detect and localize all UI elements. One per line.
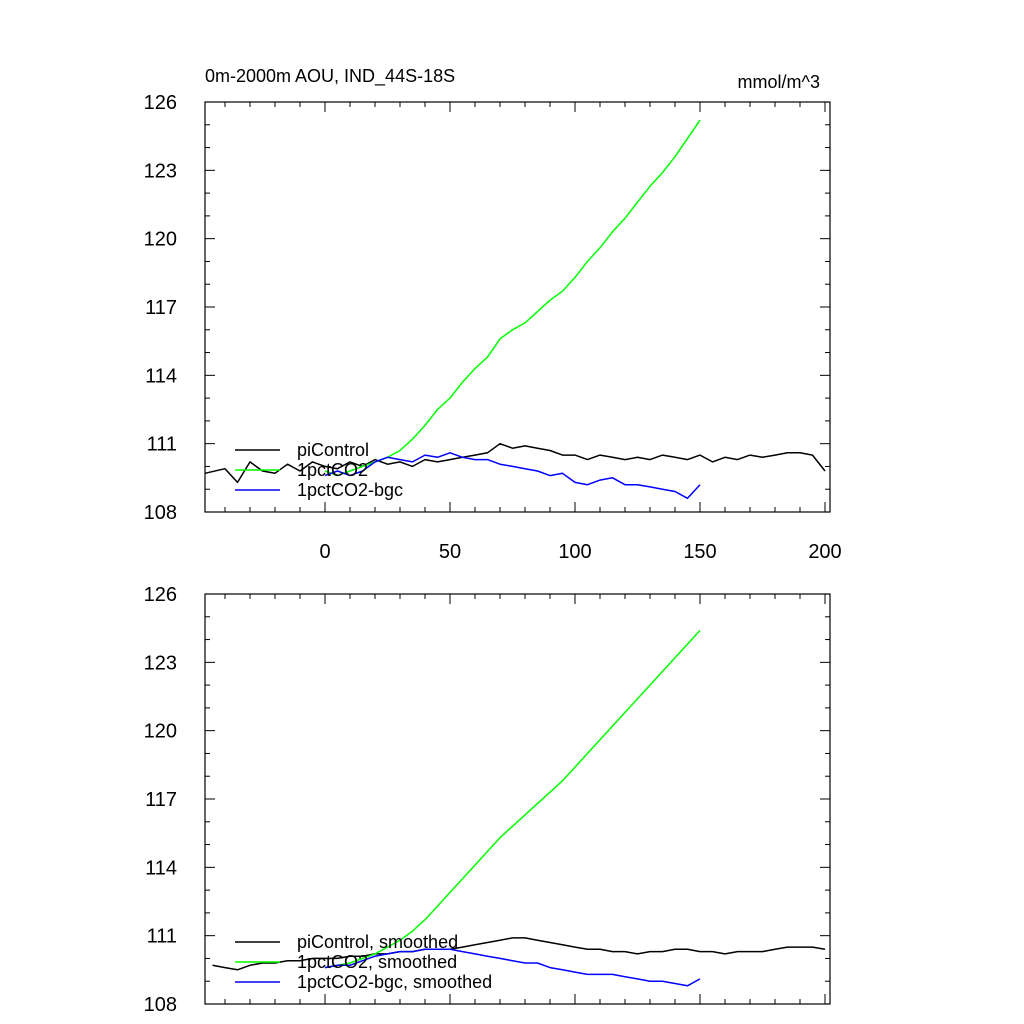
y-tick-label: 117 xyxy=(145,297,177,319)
series-line-1 xyxy=(324,629,701,969)
series-line-1 xyxy=(324,119,701,477)
series-line-2 xyxy=(324,948,701,987)
x-tick-label: 50 xyxy=(439,541,461,563)
y-tick-label: 126 xyxy=(144,584,177,606)
legend-label: 1pctCO2-bgc xyxy=(297,480,403,500)
series-line-0 xyxy=(212,937,826,971)
legend-label: 1pctCO2 xyxy=(297,460,368,480)
legend-label: piControl, smoothed xyxy=(297,932,458,952)
y-tick-label: 114 xyxy=(145,857,177,879)
y-tick-label: 120 xyxy=(144,229,177,251)
y-tick-label: 108 xyxy=(144,994,177,1016)
y-tick-label: 117 xyxy=(145,789,177,811)
x-tick-label: 100 xyxy=(558,541,591,563)
series-line-0 xyxy=(204,442,826,484)
units-label: mmol/m^3 xyxy=(738,72,820,92)
x-tick-label: 0 xyxy=(319,541,330,563)
legend-label: piControl xyxy=(297,440,369,460)
y-tick-label: 111 xyxy=(147,434,177,456)
legend-label: 1pctCO2-bgc, smoothed xyxy=(297,972,492,992)
legend-label: 1pctCO2, smoothed xyxy=(297,952,457,972)
y-tick-label: 123 xyxy=(144,652,177,674)
bottom-panel: 108 111 114 117 120 123 126 piControl, smoothed… xyxy=(144,584,831,1016)
y-tick-label: 126 xyxy=(144,92,177,114)
y-tick-label: 114 xyxy=(145,365,177,387)
y-tick-label: 108 xyxy=(144,502,177,524)
chart-title: 0m-2000m AOU, IND_44S-18S xyxy=(205,66,455,87)
y-tick-label: 123 xyxy=(144,160,177,182)
top-panel: 108 111 114 117 120 123 126 0 50 100 150 200 0m-2000… xyxy=(144,66,842,563)
x-tick-label: 150 xyxy=(683,541,716,563)
series-line-2 xyxy=(324,452,701,500)
y-tick-label: 111 xyxy=(147,926,177,948)
x-tick-label: 200 xyxy=(808,541,841,563)
y-tick-label: 120 xyxy=(144,721,177,743)
